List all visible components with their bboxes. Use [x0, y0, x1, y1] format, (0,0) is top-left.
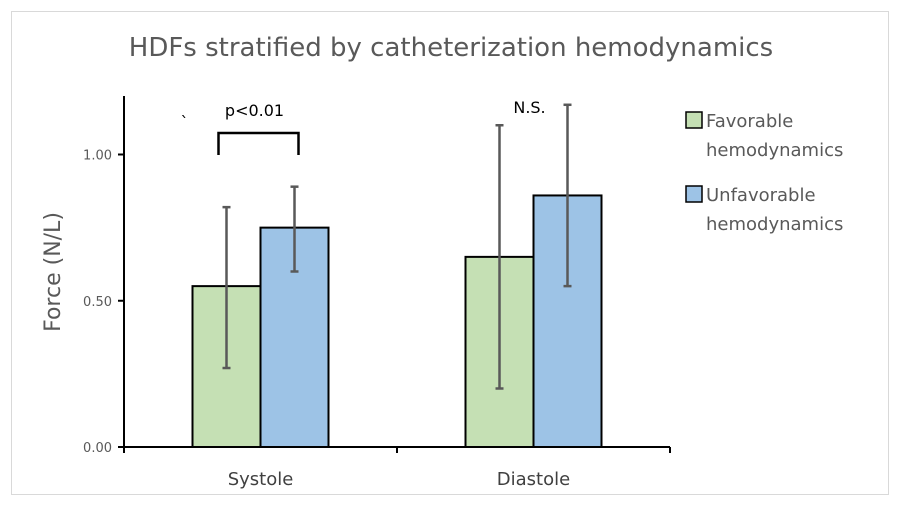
- plot-area: 0.00 0.50 1.00 Systole Diastole p<0.01 N.S. `: [83, 96, 671, 490]
- legend: Favorable hemodynamics Unfavorable hemodyna…: [685, 111, 843, 235]
- legend-label: Unfavorable: [706, 185, 816, 206]
- x-tick-label: Systole: [228, 469, 294, 490]
- significance-label: p<0.01: [225, 101, 284, 120]
- legend-swatch: [685, 185, 703, 203]
- significance-bracket: [217, 131, 300, 155]
- legend-label: hemodynamics: [706, 140, 843, 161]
- stray-mark: `: [181, 113, 189, 132]
- y-axis-label: Force (N/L): [41, 212, 66, 332]
- chart-frame: [11, 11, 889, 495]
- y-tick-label: 1.00: [83, 149, 112, 164]
- significance-label: N.S.: [513, 98, 545, 117]
- legend-label: hemodynamics: [706, 214, 843, 235]
- x-tick-label: Diastole: [497, 469, 570, 490]
- y-tick-label: 0.50: [83, 295, 112, 310]
- legend-swatch: [685, 111, 703, 129]
- y-tick-label: 0.00: [83, 441, 112, 456]
- legend-label: Favorable: [706, 111, 793, 132]
- chart-title: HDFs stratified by catheterization hemod…: [129, 33, 773, 63]
